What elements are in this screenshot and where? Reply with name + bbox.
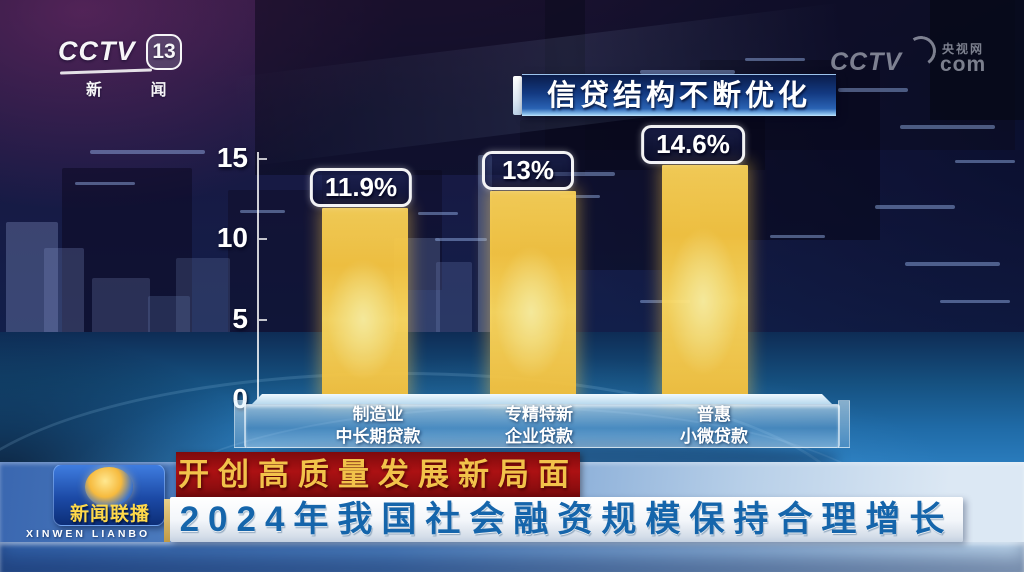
- category-line: 小微贷款: [680, 426, 748, 446]
- lower-third-bottom-strip: [0, 542, 1024, 572]
- data-streak: [560, 195, 600, 198]
- data-streak: [418, 212, 458, 215]
- y-tick-mark: [259, 157, 267, 160]
- category-line: 企业贷款: [505, 426, 573, 446]
- platform-front-face: [244, 404, 840, 448]
- chart-title-accent-bar: [513, 76, 522, 115]
- data-streak: [640, 70, 735, 74]
- light-beam: [478, 155, 492, 390]
- platform-top-face: [252, 394, 832, 404]
- y-tick-label: 5: [232, 302, 248, 334]
- chart-title: 信贷结构不断优化: [522, 74, 836, 116]
- program-logo-subtitle: XINWEN LIANBO: [26, 528, 151, 540]
- y-tick-label: 10: [216, 222, 248, 253]
- data-streak: [75, 182, 135, 185]
- y-tick-mark: [259, 238, 267, 240]
- y-tick-mark: [259, 318, 267, 321]
- y-axis-line: [257, 152, 259, 402]
- bar-value-label: 14.6%: [641, 125, 745, 164]
- bar-1: [322, 208, 408, 400]
- data-streak: [435, 238, 487, 241]
- cctv-com-watermark: CCTV 央视网 com: [830, 33, 1020, 86]
- data-streak: [838, 88, 908, 92]
- program-logo: 新闻联播: [53, 464, 165, 526]
- platform-right-bevel: [838, 400, 850, 448]
- skyline-silhouette: [62, 168, 192, 348]
- data-streak: [540, 172, 615, 176]
- data-streak: [900, 125, 995, 129]
- channel-name: 新 闻: [86, 82, 189, 99]
- globe-icon: [85, 467, 133, 507]
- data-streak: [875, 205, 955, 209]
- watermark-domain: com: [940, 53, 987, 76]
- wall-panel: [930, 0, 1024, 120]
- data-streak: [240, 210, 285, 213]
- bar-2: [490, 191, 576, 400]
- skyline-building: [6, 222, 58, 342]
- channel-bug: CCTV 13 新 闻: [58, 32, 208, 102]
- watermark-site-name: 央视网: [942, 42, 985, 56]
- watermark-brand: CCTV: [830, 48, 903, 76]
- headline-banner: 2024年我国社会融资规模保持合理增长: [164, 497, 963, 542]
- data-streak: [905, 262, 1000, 266]
- data-streak: [940, 300, 1010, 303]
- y-tick-label: 15: [216, 141, 248, 173]
- category-line: 制造业: [352, 405, 404, 424]
- category-label: 制造业 中长期贷款: [336, 404, 421, 447]
- category-line: 普惠: [697, 405, 731, 424]
- category-label: 普惠 小微贷款: [680, 404, 748, 447]
- bar-3: [662, 165, 748, 400]
- category-line: 专精特新: [505, 405, 573, 424]
- data-streak: [770, 235, 825, 238]
- data-streak: [955, 160, 1015, 163]
- channel-bug-brand: CCTV: [58, 36, 136, 66]
- bar-value-label: 13%: [482, 151, 574, 190]
- watermark-arc-icon: [903, 33, 939, 69]
- bar-value-label: 11.9%: [309, 168, 413, 207]
- platform-left-bevel: [234, 400, 246, 448]
- data-streak: [745, 58, 805, 61]
- channel-bug-underline: [59, 68, 153, 75]
- channel-number-badge: 13: [146, 34, 182, 70]
- kicker-banner: 开创高质量发展新局面: [176, 452, 580, 498]
- category-line: 中长期贷款: [335, 426, 421, 446]
- program-logo-title: 新闻联播: [69, 504, 150, 525]
- data-streak: [90, 150, 205, 154]
- category-label: 专精特新 企业贷款: [505, 404, 573, 447]
